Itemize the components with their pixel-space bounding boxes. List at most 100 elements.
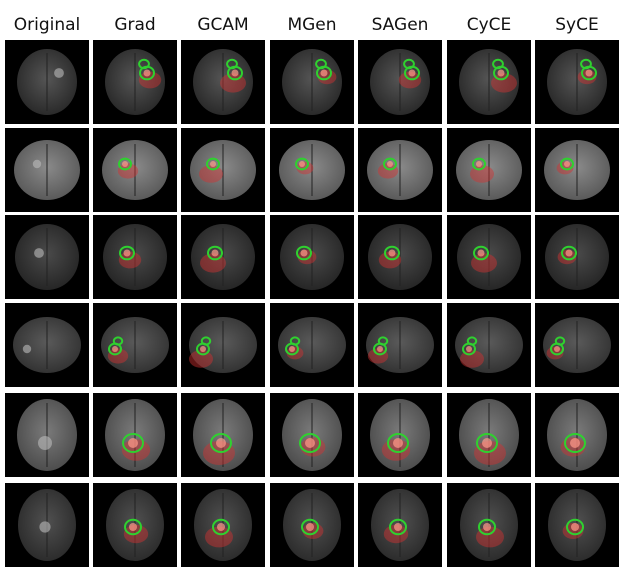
tumor-contour [564, 433, 586, 453]
saliency-core [289, 346, 295, 352]
image-cell [270, 128, 354, 212]
tumor-contour [118, 157, 132, 171]
tumor-contour [476, 433, 498, 453]
tumor-contour [403, 58, 415, 70]
saliency [377, 163, 399, 179]
image-cell [93, 215, 177, 299]
tumor-contour [295, 157, 309, 171]
image-cell [535, 215, 619, 299]
image-cell [5, 128, 89, 212]
saliency-core [306, 523, 314, 531]
tumor-contour [384, 245, 400, 261]
saliency [189, 350, 213, 368]
image-cell [447, 128, 531, 212]
image-cell [181, 215, 265, 299]
saliency-core [320, 69, 328, 77]
saliency [107, 348, 129, 364]
image-cell [535, 303, 619, 387]
image-cell [447, 40, 531, 124]
tumor-contour [561, 245, 577, 261]
tumor-contour [377, 336, 389, 346]
lesion [39, 521, 51, 533]
saliency-core [112, 346, 118, 352]
image-cell [93, 393, 177, 477]
tumor-contour [472, 157, 486, 171]
tumor-contour [301, 518, 319, 536]
tumor-contour [473, 245, 489, 261]
column-header: SyCE [555, 15, 598, 35]
saliency-core [129, 523, 137, 531]
column-header: Grad [114, 15, 155, 35]
image-cell [5, 215, 89, 299]
image-cell [535, 393, 619, 477]
saliency-core [200, 346, 206, 352]
saliency-core [466, 346, 472, 352]
image-cell [270, 40, 354, 124]
tumor-contour [466, 336, 478, 346]
image-cell [93, 128, 177, 212]
tumor-contour [207, 245, 223, 261]
image-cell [358, 128, 442, 212]
saliency-core [564, 161, 570, 167]
image-cell [5, 303, 89, 387]
tumor-contour [124, 518, 142, 536]
saliency-core [570, 438, 580, 448]
saliency [138, 71, 162, 89]
saliency-core [231, 69, 239, 77]
tumor-contour [389, 518, 407, 536]
tumor-contour [112, 336, 124, 346]
saliency-core [476, 161, 482, 167]
image-cell [181, 303, 265, 387]
image-cell [358, 215, 442, 299]
saliency-core [393, 438, 403, 448]
saliency-core [571, 523, 579, 531]
saliency-core [482, 438, 492, 448]
saliency-core [211, 249, 219, 257]
lesion [22, 344, 32, 354]
image-cell [358, 40, 442, 124]
tumor-contour [200, 336, 212, 346]
saliency-core [394, 523, 402, 531]
tumor-contour [387, 433, 409, 453]
saliency-core [477, 249, 485, 257]
tumor-contour [492, 58, 504, 70]
saliency-core [585, 69, 593, 77]
saliency [476, 526, 504, 548]
column-header: GCAM [197, 15, 248, 35]
image-cell [93, 303, 177, 387]
tumor-contour [580, 58, 592, 70]
saliency [474, 441, 506, 465]
column-header: CyCE [467, 15, 512, 35]
saliency-core [299, 161, 305, 167]
image-cell [93, 483, 177, 567]
tumor-contour [122, 433, 144, 453]
image-cell [535, 483, 619, 567]
column-header: Original [14, 15, 81, 35]
saliency-core [497, 69, 505, 77]
tumor-contour [315, 58, 327, 70]
tumor-contour [554, 336, 566, 346]
saliency-core [408, 69, 416, 77]
saliency-core [210, 161, 216, 167]
tumor-contour [212, 518, 230, 536]
saliency-core [387, 161, 393, 167]
saliency-core [565, 249, 573, 257]
image-cell [5, 40, 89, 124]
image-cell [447, 393, 531, 477]
image-cell [447, 215, 531, 299]
image-cell [181, 393, 265, 477]
saliency-core [123, 249, 131, 257]
lesion [54, 68, 64, 78]
saliency-core [143, 69, 151, 77]
image-cell [535, 128, 619, 212]
lesion [34, 248, 44, 258]
saliency [117, 163, 139, 179]
image-cell [270, 303, 354, 387]
image-cell [358, 303, 442, 387]
image-cell [181, 128, 265, 212]
image-cell [270, 393, 354, 477]
saliency [118, 251, 142, 269]
image-cell [93, 40, 177, 124]
image-cell [181, 40, 265, 124]
